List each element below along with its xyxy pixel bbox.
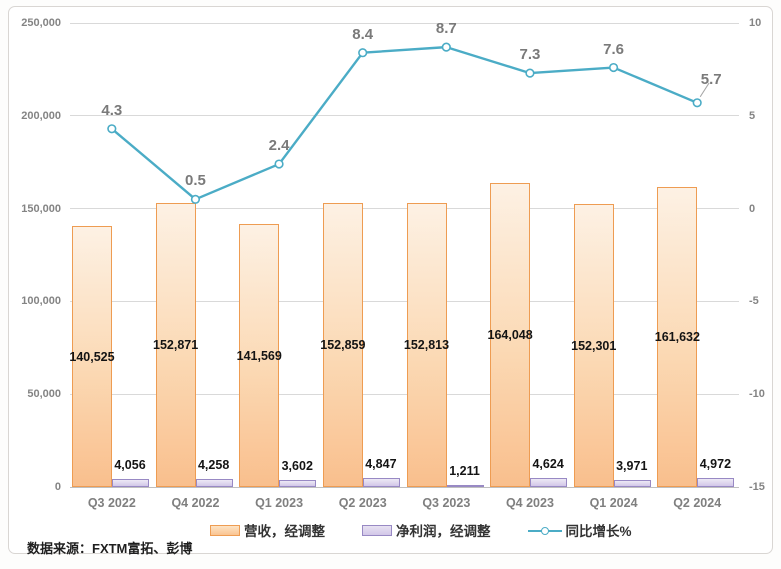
profit-bar bbox=[279, 480, 317, 487]
revenue-bar bbox=[406, 203, 447, 487]
profit-bar bbox=[697, 477, 735, 487]
left-axis-tick: 50,000 bbox=[27, 388, 61, 401]
right-axis-tick: 0 bbox=[749, 202, 756, 215]
legend-label: 同比增长% bbox=[565, 524, 632, 539]
legend-item: 同比增长% bbox=[527, 520, 632, 540]
x-axis-label: Q2 2024 bbox=[673, 496, 722, 510]
growth-point-label: 5.7 bbox=[700, 70, 722, 88]
x-axis-label: Q1 2024 bbox=[589, 496, 638, 510]
chart-legend: 营收，经调整 净利润，经调整 同比增长% bbox=[210, 520, 632, 540]
profit-bar-label: 1,211 bbox=[449, 463, 480, 478]
profit-bar bbox=[112, 479, 149, 487]
x-axis-label: Q1 2023 bbox=[255, 496, 304, 510]
x-axis-label: Q2 2023 bbox=[338, 496, 387, 510]
growth-point-label: 8.7 bbox=[435, 20, 457, 38]
right-axis-tick: 5 bbox=[749, 109, 756, 122]
category-q1-2024: 152,301 3,971 Q1 2024 bbox=[571, 23, 656, 510]
data-source-note: 数据来源：FXTM富拓、彭博 bbox=[27, 541, 193, 556]
revenue-bar bbox=[322, 203, 363, 487]
revenue-legend-swatch bbox=[210, 524, 240, 536]
left-axis-tick: 100,000 bbox=[21, 295, 61, 308]
growth-point-label: 4.3 bbox=[101, 101, 123, 119]
plot-area: 140,525 4,056 Q3 2022 152,871 4,258 Q4 2022 14… bbox=[69, 20, 739, 510]
left-axis-tick: 150,000 bbox=[21, 202, 61, 215]
legend-label: 净利润，经调整 bbox=[396, 524, 491, 539]
profit-bar bbox=[530, 478, 568, 487]
left-axis-tick: 0 bbox=[54, 481, 61, 493]
legend-label: 营收，经调整 bbox=[244, 524, 325, 539]
revenue-bar-label: 141,569 bbox=[236, 348, 282, 363]
x-axis-label: Q4 2022 bbox=[171, 496, 220, 510]
x-axis-label: Q3 2022 bbox=[87, 496, 136, 510]
right-axis-tick: -10 bbox=[749, 388, 765, 401]
revenue-bar bbox=[72, 226, 112, 487]
revenue-bar-label: 164,048 bbox=[487, 327, 533, 342]
category-q4-2023: 164,048 4,624 Q4 2023 bbox=[487, 23, 572, 510]
category-q4-2022: 152,871 4,258 Q4 2022 bbox=[153, 23, 238, 510]
profit-bar bbox=[362, 478, 400, 487]
profit-bar-label: 4,972 bbox=[699, 456, 732, 471]
profit-bar-label: 3,971 bbox=[616, 458, 648, 473]
legend-item: 净利润，经调整 bbox=[362, 520, 491, 540]
revenue-bar bbox=[155, 203, 196, 487]
profit-bar bbox=[446, 484, 484, 487]
profit-bar bbox=[613, 479, 651, 487]
category-q3-2022: 140,525 4,056 Q3 2022 bbox=[69, 23, 154, 510]
category-q3-2023: 152,813 1,211 Q3 2023 bbox=[403, 23, 489, 510]
growth-point-label: 7.6 bbox=[603, 40, 624, 58]
left-axis-tick: 200,000 bbox=[21, 109, 61, 122]
legend-line-marker bbox=[540, 526, 549, 535]
right-axis-tick: -5 bbox=[749, 295, 759, 308]
legend-item: 营收，经调整 bbox=[210, 520, 325, 540]
revenue-bar bbox=[573, 204, 614, 487]
gridline bbox=[70, 393, 739, 395]
gridline bbox=[70, 486, 739, 488]
revenue-bar bbox=[657, 187, 698, 487]
left-axis-tick: 250,000 bbox=[21, 17, 61, 29]
revenue-bar-label: 161,632 bbox=[654, 330, 700, 345]
category-q2-2024: 161,632 4,972 Q2 2024 bbox=[654, 23, 739, 510]
right-axis-tick: 10 bbox=[749, 17, 762, 29]
category-q2-2023: 152,859 4,847 Q2 2023 bbox=[320, 23, 405, 510]
growth-point-label: 8.4 bbox=[352, 25, 374, 43]
gridline bbox=[70, 208, 739, 210]
profit-legend-swatch bbox=[362, 524, 392, 536]
profit-bar-label: 4,056 bbox=[114, 458, 146, 473]
growth-point-label: 7.3 bbox=[519, 46, 541, 64]
profit-bar-label: 4,624 bbox=[532, 457, 564, 472]
revenue-bar-label: 152,813 bbox=[403, 338, 450, 353]
growth-point-label: 2.4 bbox=[268, 137, 290, 155]
revenue-bar-label: 152,301 bbox=[571, 338, 617, 353]
growth-line-legend-swatch bbox=[527, 525, 562, 536]
profit-bar-label: 3,602 bbox=[281, 459, 313, 474]
x-axis-label: Q4 2023 bbox=[505, 496, 554, 510]
chart-frame: 140,525 4,056 Q3 2022 152,871 4,258 Q4 2022 14… bbox=[8, 6, 773, 556]
x-axis-label: Q3 2023 bbox=[422, 496, 471, 510]
growth-point-label: 0.5 bbox=[185, 172, 206, 190]
profit-bar-label: 4,258 bbox=[197, 458, 230, 473]
revenue-bar-label: 152,859 bbox=[320, 338, 366, 353]
revenue-bar-label: 152,871 bbox=[153, 338, 199, 353]
revenue-bar bbox=[239, 224, 280, 487]
gridline bbox=[70, 300, 739, 302]
category-q1-2023: 141,569 3,602 Q1 2023 bbox=[236, 23, 321, 510]
revenue-bar bbox=[490, 182, 531, 487]
revenue-bar-label: 140,525 bbox=[69, 349, 115, 364]
profit-bar-label: 4,847 bbox=[365, 457, 397, 472]
right-axis-tick: -15 bbox=[749, 481, 765, 493]
gridline bbox=[70, 22, 739, 24]
profit-bar bbox=[195, 479, 233, 487]
